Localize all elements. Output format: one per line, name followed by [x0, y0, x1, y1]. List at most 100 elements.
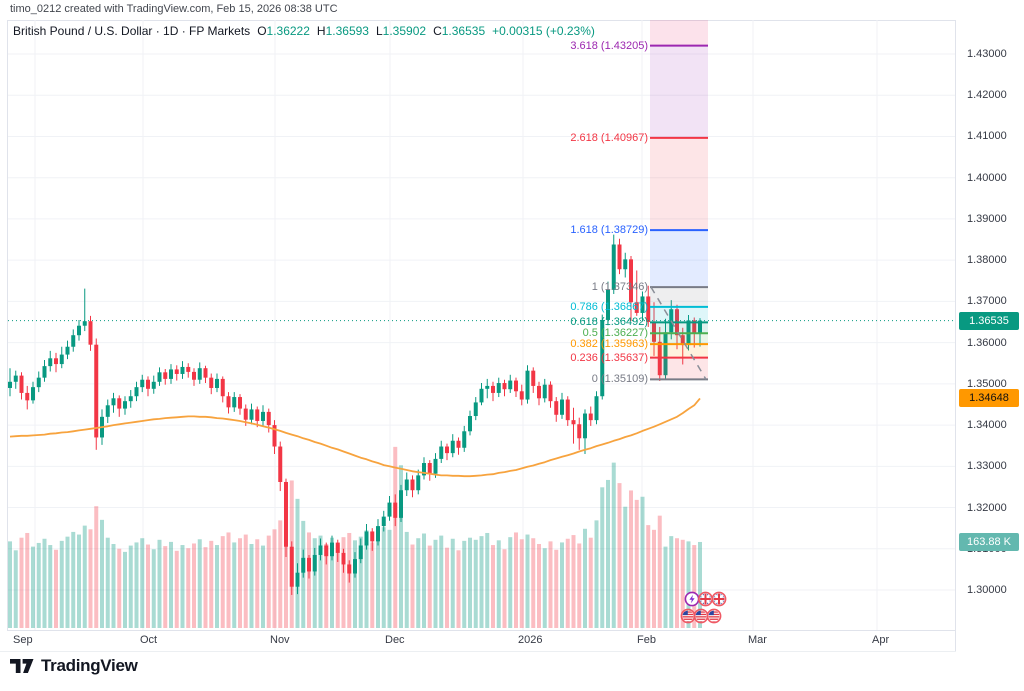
uk-flag-event-icon[interactable] — [711, 591, 727, 607]
time-tick-label: Nov — [270, 634, 290, 646]
volume-bar — [163, 546, 168, 628]
candle-body — [646, 296, 651, 323]
ohlc-open: O1.36222 — [257, 24, 310, 38]
candle-body — [485, 385, 490, 389]
uk-flag-event-icon[interactable] — [698, 591, 713, 607]
time-axis[interactable]: Sep Oct Nov Dec 2026 Feb Mar Apr — [7, 630, 955, 651]
candle-body — [381, 516, 386, 527]
volume-bar — [341, 537, 346, 628]
price-tick-label: 1.35000 — [967, 377, 1007, 390]
candle-body — [94, 344, 99, 438]
candle-body — [272, 425, 277, 447]
symbol-legend[interactable]: British Pound / U.S. Dollar · 1D · FP Ma… — [13, 24, 595, 38]
candle-body — [330, 542, 334, 557]
volume-bar — [565, 538, 570, 628]
candle-body — [295, 572, 300, 587]
candle-body — [192, 371, 196, 380]
attribution-text: timo_0212 created with TradingView.com, … — [10, 3, 338, 15]
volume-bar — [94, 506, 99, 628]
economic-event-icon[interactable] — [684, 591, 700, 607]
price-axis[interactable]: 1.43000 1.42000 1.41000 1.40000 1.39000 1.380… — [956, 20, 1024, 652]
volume-bar — [531, 538, 536, 628]
volume-bar — [657, 515, 662, 628]
time-axis-divider — [7, 630, 1024, 631]
volume-bar — [381, 527, 386, 628]
volume-bar — [249, 544, 254, 628]
volume-bar — [31, 546, 35, 628]
candle-body — [548, 384, 553, 402]
fib-level-label: 0.5 (1.36227) — [582, 327, 648, 340]
candle-body — [134, 387, 139, 397]
candle-body — [88, 321, 93, 345]
us-flag-event-icon[interactable] — [693, 608, 709, 624]
fib-level-label: 0.618 (1.36492) — [570, 316, 648, 329]
volume-bar — [36, 542, 41, 628]
fib-trend-line[interactable] — [650, 286, 707, 380]
volume-bar — [134, 542, 139, 628]
volume-bar — [514, 532, 518, 628]
tradingview-logo[interactable]: TradingView — [10, 656, 138, 676]
volume-bar — [542, 548, 547, 628]
volume-bar — [226, 532, 231, 628]
volume-bar — [410, 544, 415, 628]
symbol-title[interactable]: British Pound / U.S. Dollar · 1D · FP Ma… — [13, 24, 251, 38]
fib-level-label: 0.382 (1.35963) — [570, 338, 648, 351]
volume-bar — [232, 542, 237, 628]
volume-bar — [583, 528, 587, 628]
volume-bar — [123, 551, 127, 628]
candle-body — [525, 370, 530, 400]
volume-bar — [358, 536, 363, 628]
volume-bar — [151, 549, 156, 628]
fib-band — [650, 322, 708, 334]
candle-body — [249, 409, 254, 420]
volume-bar — [266, 535, 271, 628]
volume-bar — [220, 536, 225, 628]
candle-body — [663, 332, 668, 376]
candle-body — [157, 372, 162, 382]
candle-body — [473, 402, 478, 417]
candle-body — [59, 354, 64, 365]
volume-bar — [652, 529, 656, 628]
candle-body — [652, 322, 656, 342]
volume-bar — [209, 540, 214, 628]
volume-bar — [663, 546, 668, 628]
price-tick-label: 1.39000 — [967, 212, 1007, 225]
moving-average-line[interactable] — [9, 397, 701, 478]
volume-bar — [623, 506, 628, 628]
candle-body — [197, 368, 202, 380]
volume-bar — [238, 538, 242, 628]
volume-bar — [416, 538, 421, 628]
candle-body — [531, 370, 536, 386]
volume-badge: 163.88 K — [959, 532, 1019, 551]
volume-bar — [169, 541, 173, 628]
candle-body — [692, 320, 697, 334]
volume-bar — [387, 529, 392, 628]
volume-bar — [82, 525, 87, 628]
candle-body — [410, 479, 415, 491]
volume-bar — [496, 540, 501, 628]
candle-body — [42, 366, 47, 378]
candle-body — [554, 401, 559, 415]
candle-body — [560, 399, 564, 415]
candle-body — [163, 372, 168, 379]
volume-bar — [71, 531, 76, 628]
volume-bar — [105, 537, 110, 628]
candle-body — [611, 244, 616, 290]
tradingview-logo-text: TradingView — [41, 656, 138, 675]
candle-body — [479, 388, 484, 403]
us-flag-event-icon[interactable] — [706, 608, 722, 624]
volume-bar — [146, 544, 150, 628]
candle-body — [565, 399, 570, 421]
us-flag-event-icon[interactable] — [680, 608, 696, 624]
price-tick-label: 1.38000 — [967, 254, 1007, 267]
volume-bar — [77, 534, 81, 628]
volume-bar — [450, 538, 455, 628]
volume-bar — [456, 550, 461, 628]
volume-bar — [140, 538, 145, 628]
volume-bar — [629, 490, 633, 628]
candle-body — [358, 545, 363, 560]
volume-bar — [680, 539, 685, 628]
price-axis-divider — [955, 20, 956, 652]
price-chart[interactable] — [0, 0, 955, 652]
volume-bar — [634, 499, 639, 628]
